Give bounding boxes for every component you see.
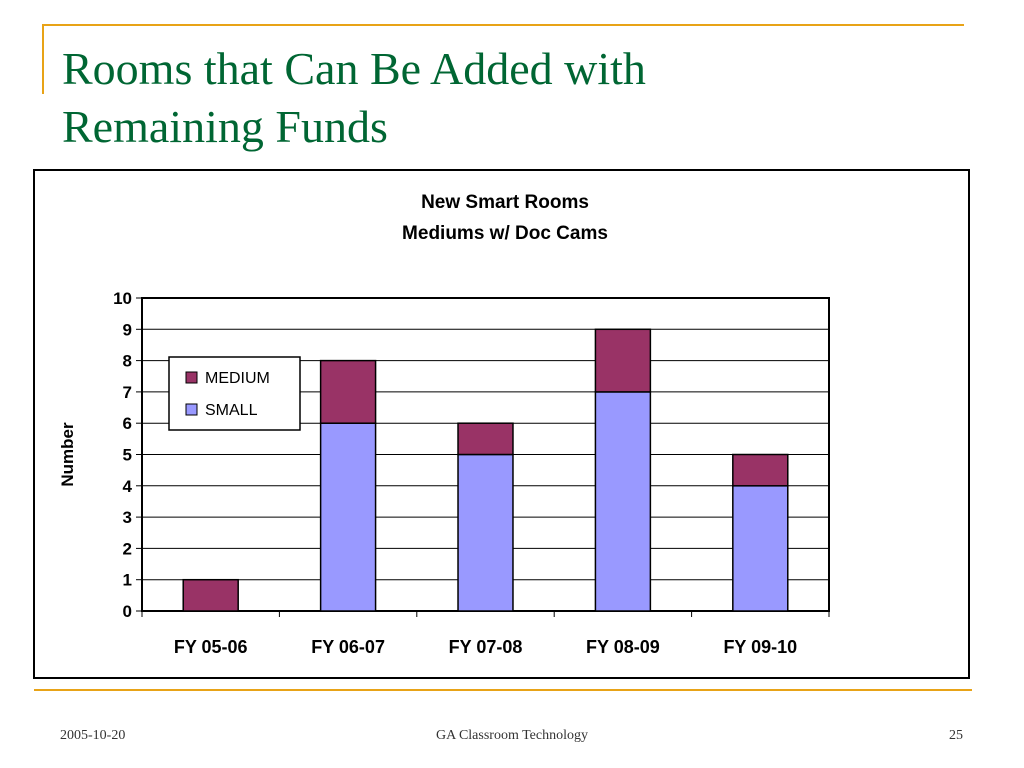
chart-frame: New Smart Rooms Mediums w/ Doc Cams 0 1 2 3 4 5…: [33, 169, 970, 679]
bar-small: [319, 422, 377, 612]
slide-page-number: 25: [949, 728, 963, 743]
bar-medium: [319, 359, 377, 424]
y-tick-label: 6: [123, 414, 132, 433]
legend-swatch-small: [185, 403, 198, 416]
top-accent-line: [42, 24, 964, 26]
x-tick-label: FY 09-10: [723, 637, 797, 657]
bar-small: [732, 485, 789, 612]
y-tick-label: 2: [123, 539, 132, 558]
bar-small: [594, 391, 652, 612]
y-tick-label: 3: [123, 508, 132, 527]
y-tick-label: 8: [123, 352, 132, 371]
y-tick-label: 7: [123, 383, 132, 402]
bar-small: [457, 453, 514, 612]
slide-title: Rooms that Can Be Added with Remaining F…: [62, 40, 646, 156]
legend-label-small: SMALL: [205, 402, 258, 419]
slide-title-line-2: Remaining Funds: [62, 101, 388, 152]
chart-title: New Smart Rooms: [421, 192, 589, 213]
y-axis-label: Number: [58, 422, 77, 487]
bar-medium: [732, 453, 789, 487]
slide-title-line-1: Rooms that Can Be Added with: [62, 43, 646, 94]
y-tick-label: 5: [123, 446, 132, 465]
y-tick-label: 1: [123, 571, 132, 590]
legend-label-medium: MEDIUM: [205, 370, 270, 387]
bar-medium: [594, 328, 652, 393]
stacked-bar-chart: New Smart Rooms Mediums w/ Doc Cams 0 1 2 3 4 5…: [58, 192, 830, 657]
x-tick-label: FY 06-07: [311, 637, 385, 657]
legend-box: [168, 356, 301, 431]
footer-date: 2005-10-20: [60, 728, 126, 743]
legend-swatch-medium: [185, 371, 198, 384]
bottom-accent-line: [34, 689, 972, 691]
y-tick-label: 10: [113, 289, 132, 308]
chart-subtitle: Mediums w/ Doc Cams: [402, 223, 608, 244]
y-tick-label: 0: [123, 602, 132, 621]
bar-medium: [457, 422, 514, 456]
footer-presentation-name: GA Classroom Technology: [436, 728, 588, 743]
y-tick-label: 9: [123, 320, 132, 339]
x-tick-label: FY 05-06: [174, 637, 248, 657]
bar-medium: [182, 578, 239, 612]
x-tick-label: FY 08-09: [586, 637, 660, 657]
left-accent-line: [42, 24, 44, 94]
y-tick-label: 4: [123, 477, 133, 496]
x-tick-label: FY 07-08: [449, 637, 523, 657]
